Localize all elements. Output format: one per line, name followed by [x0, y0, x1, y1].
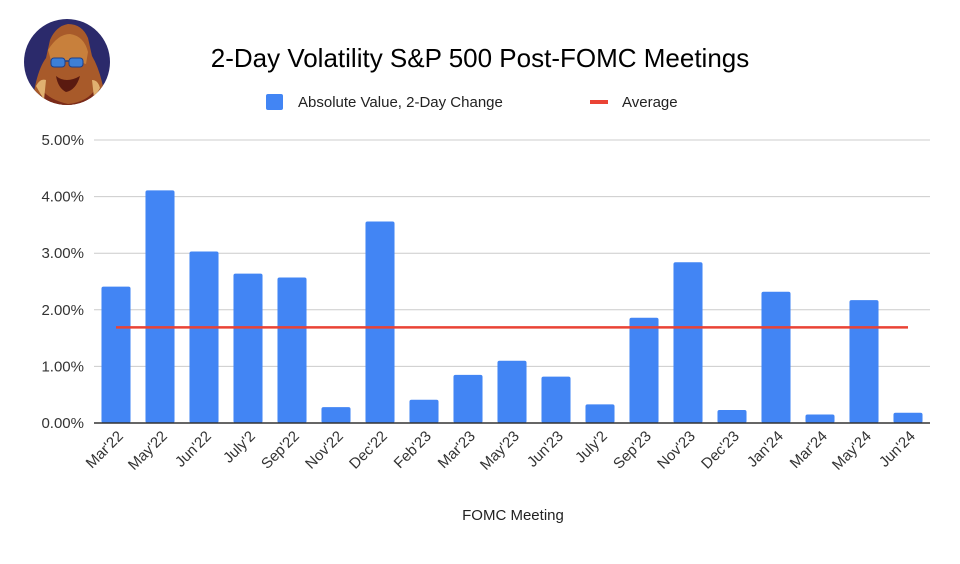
gorilla-avatar-icon: [24, 19, 110, 105]
bars: [101, 190, 923, 423]
x-tick-label: Jun'23: [524, 428, 567, 471]
y-tick-label: 4.00%: [41, 189, 84, 206]
x-tick-label: Dec'22: [346, 428, 391, 473]
y-tick-label: 3.00%: [41, 245, 84, 262]
x-tick-label: May'23: [477, 428, 523, 474]
x-tick-label: Feb'23: [391, 428, 435, 472]
x-tick-label: Nov'22: [302, 428, 347, 473]
legend-label-bar: Absolute Value, 2-Day Change: [298, 94, 503, 111]
x-tick-label: Sep'22: [258, 428, 303, 473]
x-tick-label: Nov'23: [654, 428, 699, 473]
bar: [145, 190, 175, 423]
x-tick-label: Dec'23: [698, 428, 743, 473]
bar: [321, 407, 351, 423]
bar: [893, 412, 923, 423]
y-axis-ticks: 0.00% 1.00% 2.00% 3.00% 4.00% 5.00%: [41, 132, 84, 432]
x-tick-label: Jun'22: [172, 428, 215, 471]
x-tick-label: Sep'23: [610, 428, 655, 473]
legend: Absolute Value, 2-Day Change Average: [266, 94, 678, 111]
legend-label-line: Average: [622, 94, 678, 111]
bar: [497, 360, 527, 423]
x-tick-label: May'24: [829, 428, 875, 474]
bar: [805, 414, 835, 423]
x-axis-title: FOMC Meeting: [462, 507, 564, 524]
x-tick-label: Mar'24: [787, 428, 831, 472]
bar: [629, 317, 659, 423]
legend-swatch-bar: [266, 94, 283, 110]
x-tick-label: Mar'23: [435, 428, 479, 472]
bar: [277, 277, 307, 423]
gridlines: [94, 139, 930, 367]
bar: [673, 262, 703, 423]
legend-swatch-line: [590, 100, 608, 104]
chart-title: 2-Day Volatility S&P 500 Post-FOMC Meeti…: [211, 43, 750, 73]
y-tick-label: 5.00%: [41, 132, 84, 149]
x-tick-label: Jun'24: [876, 428, 919, 471]
bar: [233, 273, 263, 423]
y-tick-label: 1.00%: [41, 358, 84, 375]
x-tick-label: July'2: [220, 428, 259, 467]
x-tick-label: May'22: [125, 428, 171, 474]
x-tick-label: Mar'22: [83, 428, 127, 472]
bar: [717, 409, 747, 423]
y-tick-label: 0.00%: [41, 415, 84, 432]
bar: [101, 286, 131, 423]
x-tick-label: Jan'24: [744, 428, 787, 471]
bar: [453, 374, 483, 423]
bar: [541, 376, 571, 423]
bar: [365, 221, 395, 423]
bar: [409, 399, 439, 423]
y-tick-label: 2.00%: [41, 302, 84, 319]
bar: [849, 300, 879, 423]
bar: [585, 404, 615, 423]
bar: [761, 291, 791, 423]
x-tick-label: July'2: [572, 428, 611, 467]
bar: [189, 251, 219, 423]
